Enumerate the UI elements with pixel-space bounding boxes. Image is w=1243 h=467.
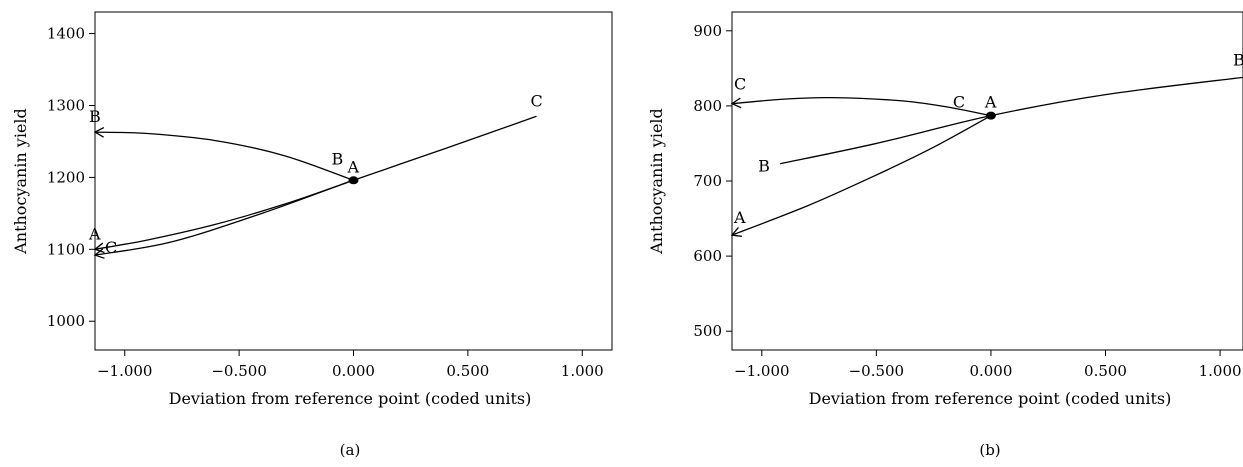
x-tick-label: 0.000	[969, 362, 1012, 380]
series-a-line	[95, 179, 354, 250]
series-c-arrowhead	[93, 248, 105, 259]
y-tick-label: 700	[693, 172, 722, 190]
series-b-line	[779, 76, 1243, 165]
reference-point-label: A	[347, 157, 360, 176]
series-c-line	[732, 96, 992, 117]
series-c-start-label: C	[105, 238, 117, 257]
x-axis-title: Deviation from reference point (coded un…	[809, 389, 1172, 408]
chart-panel-a: −1.000 −0.500 0.000 0.500 1.000 1000 1100 1200 1…	[11, 11, 613, 459]
panel-label: (a)	[340, 441, 361, 459]
y-tick-label: 1400	[47, 25, 85, 43]
x-tick-label: 0.500	[1084, 362, 1127, 380]
x-axis-title: Deviation from reference point (coded un…	[169, 389, 532, 408]
series-a-line	[732, 115, 992, 236]
y-tick-label: 1000	[47, 312, 85, 330]
series-c-arrowhead	[730, 97, 742, 109]
x-tick-label: 0.500	[446, 362, 489, 380]
series-b-end-label: B	[1233, 50, 1243, 69]
series-a-arrowhead	[730, 227, 742, 238]
reference-point-marker	[985, 111, 996, 120]
series-c-line	[95, 115, 537, 256]
reference-point-marker	[348, 176, 359, 185]
y-tick-label: 1200	[47, 168, 85, 186]
series-b-end-label: B	[332, 149, 344, 168]
x-tick-label: −1.000	[97, 362, 153, 380]
series-c-end-label: C	[953, 93, 965, 112]
x-tick-label: 1.000	[561, 362, 604, 380]
reference-point-label: A	[984, 93, 997, 112]
series-c-end-label: C	[531, 91, 543, 110]
y-tick-label: 1300	[47, 96, 85, 114]
y-axis-title: Anthocyanin yield	[647, 108, 666, 255]
series-a-start-label: A	[733, 208, 746, 227]
x-tick-label: −1.000	[734, 362, 790, 380]
series-c-start-label: C	[734, 75, 746, 94]
plot-frame	[731, 11, 1243, 351]
y-tick-label: 600	[693, 247, 722, 265]
series-b-arrowhead	[93, 126, 105, 138]
x-tick-label: −0.500	[211, 362, 267, 380]
series-a-arrowhead	[93, 242, 105, 254]
y-tick-label: 500	[693, 322, 722, 340]
x-tick-label: −0.500	[849, 362, 905, 380]
y-tick-label: 1100	[47, 240, 85, 258]
series-b-start-label: B	[758, 157, 770, 176]
x-tick-label: 1.000	[1199, 362, 1242, 380]
y-axis-title: Anthocyanin yield	[11, 108, 30, 255]
y-tick-label: 900	[693, 22, 722, 40]
panel-label: (b)	[979, 441, 1000, 459]
series-b-start-label: B	[89, 107, 101, 126]
y-tick-label: 800	[693, 97, 722, 115]
x-tick-label: 0.000	[332, 362, 375, 380]
series-b-line	[95, 131, 354, 181]
series-a-start-label: A	[88, 224, 101, 243]
chart-panel-b: −1.000 −0.500 0.000 0.500 1.000 500 600 700 800 9…	[647, 11, 1243, 459]
